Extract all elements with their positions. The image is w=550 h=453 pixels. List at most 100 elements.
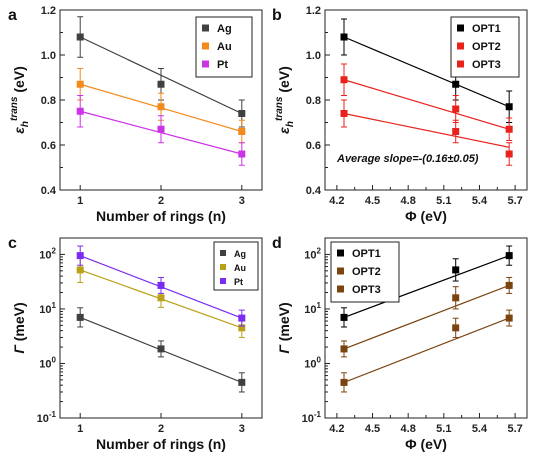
y-tick-label: 0.8 xyxy=(306,95,321,107)
data-point xyxy=(452,294,460,302)
x-tick-label: 2 xyxy=(158,423,164,435)
legend-swatch xyxy=(220,250,226,256)
legend-label: OPT1 xyxy=(352,248,381,260)
panel-letter: d xyxy=(272,235,282,252)
panel-letter: a xyxy=(8,7,17,24)
legend: OPT1 OPT2 OPT3 xyxy=(450,16,520,78)
fit-line xyxy=(343,284,510,350)
x-tick-label: 5.1 xyxy=(436,423,451,435)
y-axis-label: Γ (meV) xyxy=(11,302,27,353)
legend: OPT1 OPT2 OPT3 xyxy=(330,241,400,303)
legend-label: Ag xyxy=(217,23,232,35)
x-tick-label: 3 xyxy=(239,423,245,435)
data-point xyxy=(157,294,165,302)
data-point xyxy=(452,128,460,135)
data-point xyxy=(238,324,246,332)
y-axis-label: Γ (meV) xyxy=(276,302,292,353)
legend-label: Pt xyxy=(234,277,243,287)
y-tick-label: 101 xyxy=(304,301,321,316)
y-tick-label: 1.0 xyxy=(306,50,321,62)
legend-swatch xyxy=(457,60,464,68)
x-tick-label: 4.5 xyxy=(365,195,380,207)
x-axis-label: Φ (eV) xyxy=(405,436,447,452)
data-point xyxy=(452,324,460,332)
legend-swatch xyxy=(337,267,344,275)
legend-swatch xyxy=(202,24,209,32)
y-tick-label: 0.4 xyxy=(41,185,57,197)
x-tick-label: 1 xyxy=(77,423,83,435)
legend-swatch xyxy=(220,278,226,284)
legend: Ag Au Pt xyxy=(213,241,259,291)
data-point xyxy=(76,252,84,260)
data-point xyxy=(157,345,165,353)
annotation: Average slope=-(0.16±0.05) xyxy=(336,153,479,165)
y-tick-label: 1.2 xyxy=(306,5,321,17)
legend-swatch xyxy=(457,24,464,32)
y-tick-label: 102 xyxy=(39,246,56,261)
legend-swatch xyxy=(202,42,209,50)
y-tick-label: 100 xyxy=(304,355,321,370)
data-point xyxy=(505,150,513,158)
series-ag xyxy=(76,307,246,393)
legend-swatch xyxy=(337,249,344,257)
data-point xyxy=(505,125,513,133)
legend: Ag Au Pt xyxy=(195,16,253,78)
y-tick-label: 101 xyxy=(39,301,56,316)
series-opt2 xyxy=(340,63,513,141)
legend-label: OPT2 xyxy=(352,266,381,278)
x-tick-label: 5.7 xyxy=(507,195,522,207)
y-axis-label: εhtrans (eV) xyxy=(9,66,31,134)
x-axis-label: Number of rings (n) xyxy=(96,436,226,452)
legend-swatch xyxy=(220,264,226,270)
series-opt1 xyxy=(340,245,513,328)
x-tick-label: 4.8 xyxy=(401,423,416,435)
data-point xyxy=(76,107,84,115)
x-tick-label: 3 xyxy=(239,195,245,207)
y-tick-label: 10-1 xyxy=(302,410,322,425)
series-pt xyxy=(76,245,246,327)
y-axis-label: εhtrans (eV) xyxy=(274,66,296,134)
data-point xyxy=(76,80,84,88)
fit-line xyxy=(343,79,510,130)
data-point xyxy=(340,313,348,321)
x-tick-label: 5.4 xyxy=(472,423,488,435)
series-opt2 xyxy=(340,276,513,358)
data-point xyxy=(505,252,513,260)
legend-label: Au xyxy=(217,41,232,53)
x-tick-label: 5.7 xyxy=(507,423,522,435)
data-point xyxy=(76,33,84,41)
x-tick-label: 1 xyxy=(77,195,83,207)
legend-label: Pt xyxy=(217,59,228,71)
series-pt xyxy=(76,95,246,166)
series-opt3 xyxy=(340,99,513,166)
legend-label: Au xyxy=(234,263,246,273)
data-point xyxy=(238,150,246,158)
x-axis-label: Number of rings (n) xyxy=(96,208,226,224)
panel-letter: c xyxy=(8,235,17,252)
x-tick-label: 4.2 xyxy=(329,423,344,435)
panel-b: b 0.4 0.6 0.8 1.0 1.2 4.2 4.5 4.8 5.1 5.4 5.7 Φ (eV)… xyxy=(272,5,528,224)
data-point xyxy=(238,128,246,135)
data-point xyxy=(505,281,513,289)
x-tick-label: 4.8 xyxy=(401,195,416,207)
data-point xyxy=(340,378,348,386)
series-opt3 xyxy=(340,309,513,393)
data-point xyxy=(452,266,460,274)
data-point xyxy=(340,110,348,117)
y-tick-label: 100 xyxy=(39,355,56,370)
legend-swatch xyxy=(457,42,464,50)
legend-swatch xyxy=(337,285,344,293)
data-point xyxy=(157,281,165,289)
panel-letter: b xyxy=(272,7,282,24)
fit-line xyxy=(343,255,510,318)
y-tick-label: 102 xyxy=(304,246,321,261)
data-point xyxy=(157,125,165,133)
panel-d: d 10-1 100 101 102 4.2 4.5 4.8 5.1 5.4 5.7 Φ (eV) Γ … xyxy=(272,235,528,452)
data-point xyxy=(505,103,513,111)
legend-label: OPT1 xyxy=(472,23,501,35)
panel-c: c 10-1 100 101 102 1 2 3 Number of rings (n) Γ (m… xyxy=(8,235,263,452)
x-tick-label: 5.1 xyxy=(436,195,451,207)
y-tick-label: 10-1 xyxy=(37,410,57,425)
data-point xyxy=(340,33,348,41)
